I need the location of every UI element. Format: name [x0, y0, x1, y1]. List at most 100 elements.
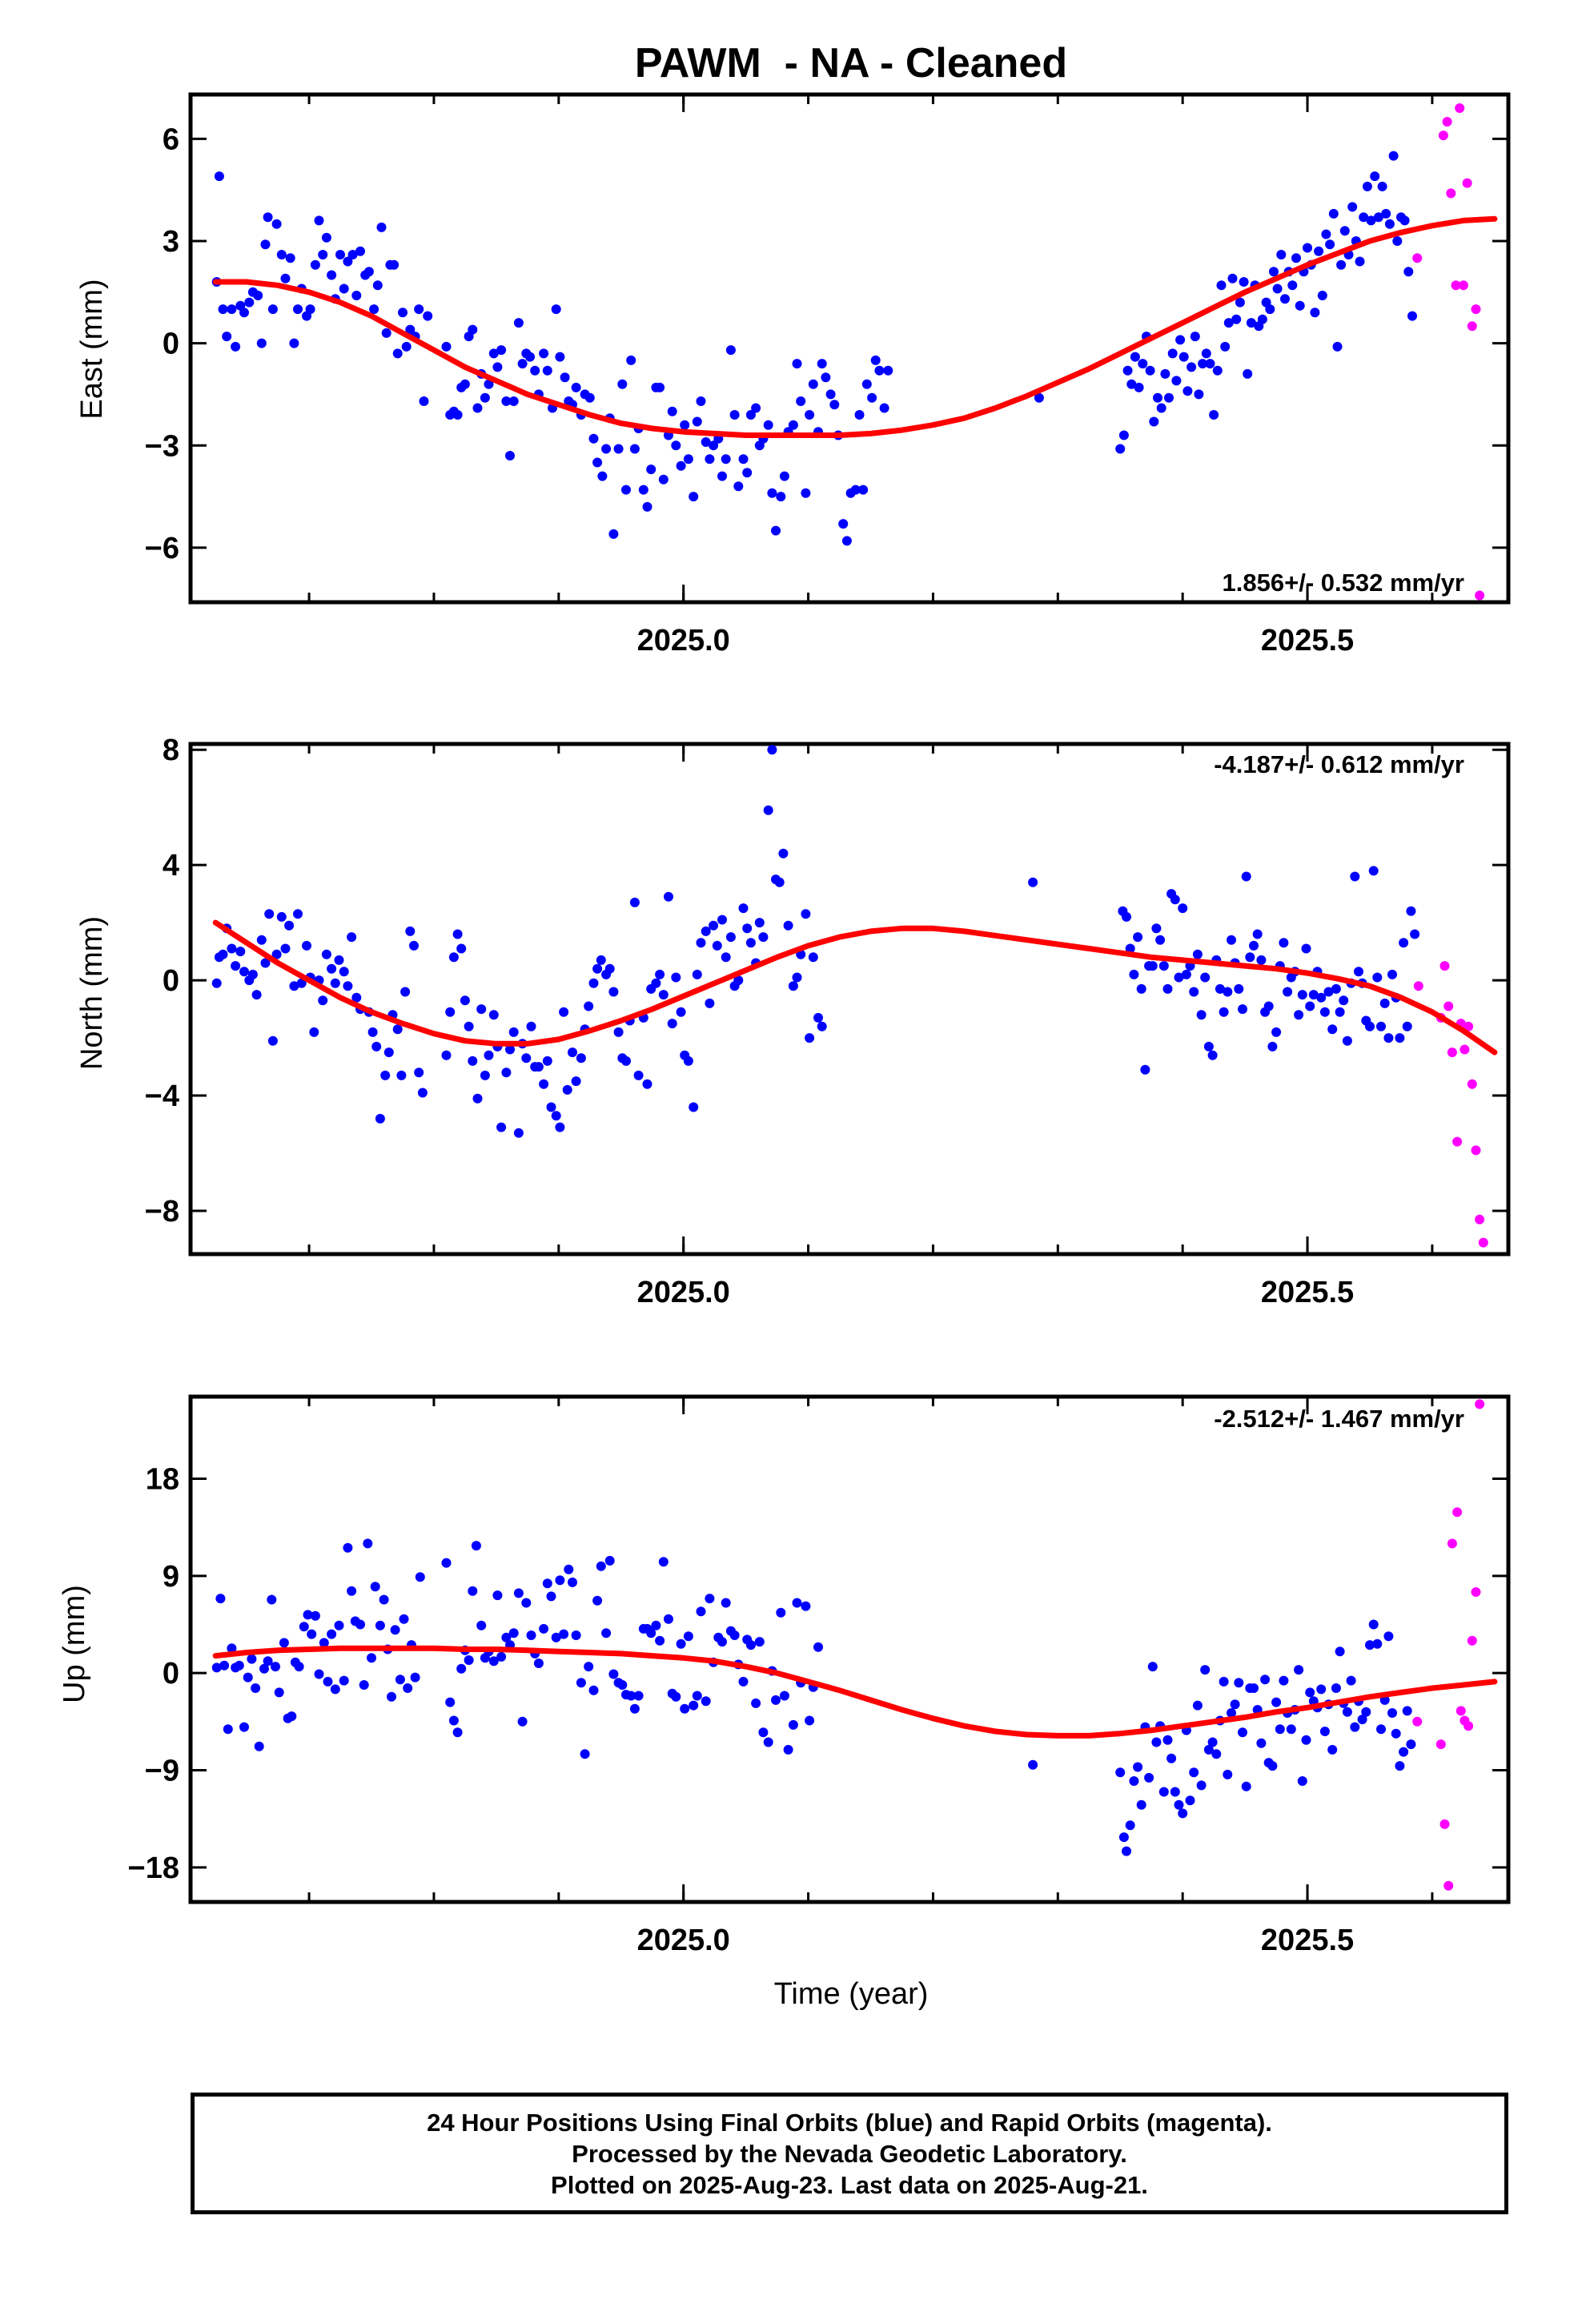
up-final-point — [1129, 1776, 1139, 1786]
up-final-point — [801, 1601, 811, 1611]
north-fit-curve — [212, 919, 1498, 1055]
east-final-point — [239, 308, 249, 318]
east-final-point — [318, 250, 328, 259]
east-final-point — [1122, 365, 1133, 376]
east-final-point — [717, 471, 727, 481]
east-final-point — [1366, 215, 1376, 226]
up-x-tick-label: 2025.0 — [637, 1924, 730, 1957]
east-final-point — [1403, 267, 1414, 277]
up-final-point — [717, 1637, 727, 1647]
east-final-point — [1303, 243, 1312, 253]
north-final-point — [813, 1012, 823, 1023]
up-y-tick-label: −18 — [128, 1852, 179, 1885]
east-y-tick-label: −3 — [145, 429, 179, 463]
east-final-point — [870, 355, 881, 365]
up-final-point — [1387, 1708, 1397, 1718]
east-final-point — [1287, 280, 1298, 291]
up-plot-frame — [188, 1394, 1511, 1904]
north-final-point — [1129, 969, 1139, 979]
up-final-point — [513, 1588, 524, 1598]
north-final-point — [692, 969, 702, 979]
north-final-point — [725, 932, 736, 943]
east-final-point — [398, 308, 408, 318]
east-final-point — [335, 250, 345, 259]
north-panel: North (mm) -4.187+/- 0.612 mm/yr 2025.0 2… — [75, 734, 1511, 1309]
north-final-point — [405, 926, 416, 936]
east-final-point — [642, 501, 652, 512]
north-rapid-point — [1460, 1044, 1470, 1055]
east-final-point — [1194, 389, 1204, 400]
north-final-point — [1028, 877, 1038, 887]
north-final-point — [1368, 866, 1379, 876]
east-final-point — [879, 403, 889, 413]
north-final-point — [1252, 929, 1263, 939]
east-final-point — [584, 392, 595, 403]
up-final-point — [1203, 1744, 1214, 1755]
north-final-point — [284, 920, 295, 931]
east-final-point — [263, 212, 273, 223]
up-final-point — [721, 1598, 731, 1608]
up-final-point — [664, 1614, 673, 1624]
east-plot-frame — [188, 92, 1511, 605]
east-final-point — [218, 304, 228, 315]
north-final-point — [671, 972, 681, 983]
up-final-point — [247, 1654, 257, 1664]
east-final-point — [646, 464, 656, 475]
up-panel: Up (mm) -2.512+/- 1.467 mm/yr 2025.0 2025… — [58, 1394, 1511, 1957]
up-y-tick-label: 18 — [146, 1462, 179, 1496]
east-final-point — [1178, 352, 1189, 362]
north-final-point — [347, 932, 357, 943]
up-final-point — [1368, 1619, 1379, 1630]
north-final-point — [1305, 1001, 1315, 1011]
north-final-point — [676, 1007, 686, 1017]
east-final-point — [1145, 365, 1155, 376]
east-final-point — [1130, 352, 1140, 362]
east-final-point — [508, 396, 519, 406]
north-x-tick-label: 2025.0 — [637, 1276, 730, 1309]
up-final-point — [243, 1672, 253, 1683]
north-final-point — [417, 1088, 428, 1098]
up-final-point — [658, 1557, 669, 1567]
east-rate-label: 1.856+/- 0.532 mm/yr — [1223, 569, 1464, 597]
north-final-point — [1327, 1024, 1338, 1035]
east-final-point — [1373, 212, 1383, 223]
east-final-point — [551, 304, 561, 315]
east-rapid-point — [1467, 321, 1477, 332]
up-final-point — [1372, 1638, 1383, 1649]
east-rapid-point — [1442, 117, 1452, 127]
north-final-point — [441, 1050, 452, 1060]
north-final-point — [456, 943, 467, 954]
up-final-point — [379, 1594, 389, 1605]
up-final-point — [542, 1578, 552, 1589]
east-final-point — [626, 355, 636, 365]
up-final-point — [671, 1691, 681, 1702]
north-plot-frame — [188, 742, 1511, 1256]
up-final-point — [551, 1632, 561, 1642]
east-rapid-point — [1455, 103, 1465, 113]
up-final-point — [705, 1594, 715, 1604]
x-axis-label: Time (year) — [774, 1977, 929, 2011]
north-final-point — [1241, 871, 1251, 882]
up-final-point — [343, 1542, 353, 1553]
up-final-point — [588, 1685, 599, 1695]
north-final-point — [508, 1027, 519, 1037]
north-final-point — [1263, 1001, 1274, 1011]
north-final-point — [683, 1055, 693, 1066]
up-final-point — [1189, 1767, 1199, 1778]
east-final-point — [796, 396, 806, 406]
north-final-point — [468, 1055, 478, 1066]
north-final-point — [488, 1010, 499, 1020]
east-final-point — [825, 389, 836, 400]
north-final-point — [709, 920, 719, 931]
up-final-point — [779, 1691, 789, 1701]
east-final-point — [1115, 444, 1126, 454]
east-final-point — [808, 379, 818, 389]
north-final-point — [655, 969, 665, 979]
north-final-point — [778, 848, 789, 858]
up-final-point — [633, 1691, 644, 1701]
north-final-point — [559, 1007, 569, 1017]
east-rapid-point — [1458, 280, 1468, 291]
north-final-point — [658, 990, 669, 1000]
east-final-point — [389, 259, 400, 270]
east-final-point — [742, 468, 753, 478]
